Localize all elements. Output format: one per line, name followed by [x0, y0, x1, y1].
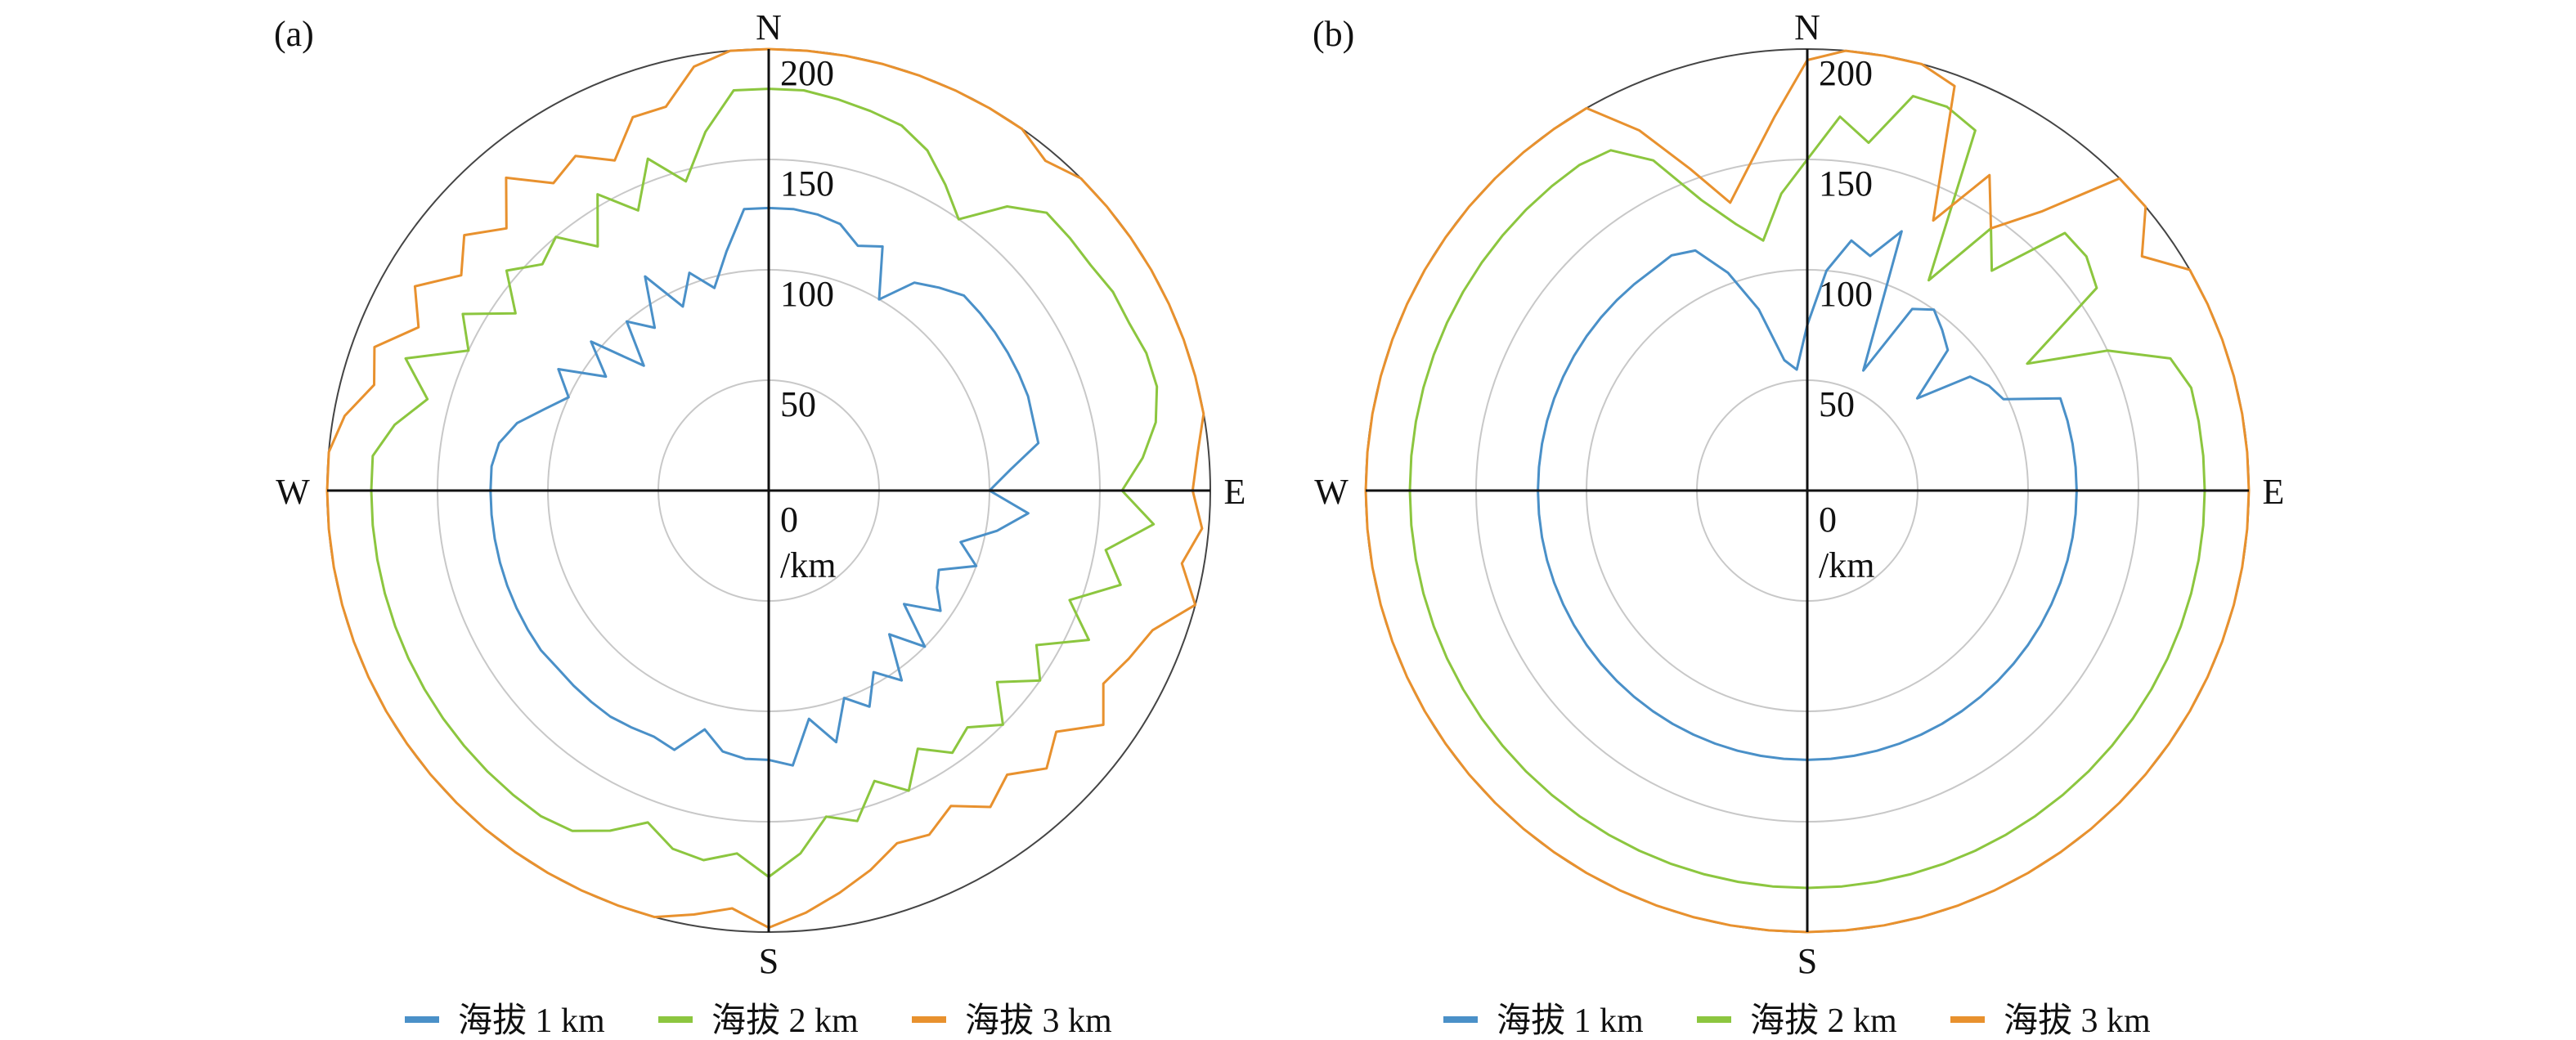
direction-label-w: W: [276, 472, 310, 512]
direction-label-w: W: [1314, 472, 1349, 512]
radial-tick-label: 100: [780, 274, 834, 314]
legend-label: 海拔 1 km: [458, 1002, 605, 1040]
radial-tick-label: 50: [780, 384, 816, 424]
radial-tick-label: 150: [780, 164, 834, 204]
panel-label: (b): [1313, 14, 1354, 54]
legend-swatch: [1697, 1016, 1731, 1023]
radial-unit-label: /km: [1819, 545, 1874, 585]
legend-label: 海拔 1 km: [1497, 1002, 1644, 1040]
direction-label-e: E: [2263, 472, 2285, 512]
radial-tick-label: 50: [1819, 384, 1855, 424]
radial-tick-label: 100: [1819, 274, 1873, 314]
direction-label-s: S: [759, 941, 779, 981]
radial-tick-label: 150: [1819, 164, 1873, 204]
direction-label-n: N: [756, 7, 782, 47]
legend-swatch: [912, 1016, 946, 1023]
legend-swatch: [1443, 1016, 1478, 1023]
legend-label: 海拔 2 km: [1750, 1002, 1897, 1040]
series-line-3km: [325, 47, 1205, 930]
legend-swatch: [658, 1016, 693, 1023]
direction-label-s: S: [1797, 941, 1817, 981]
radial-tick-label: 0: [1819, 500, 1837, 540]
polar-panel-a: N E S W 50 100 150 200 0/km (a) 海拔 1 km 海拔 2 km 海拔 3…: [274, 7, 1245, 1040]
legend-swatch: [405, 1016, 439, 1023]
polar-panel-b: N E S W 50 100 150 200 0/km (b) 海拔 1 km 海拔 2 km 海拔 3…: [1313, 7, 2284, 1040]
legend-label: 海拔 3 km: [965, 1002, 1112, 1040]
radial-unit-label: /km: [780, 545, 836, 585]
direction-label-e: E: [1224, 472, 1246, 512]
legend-label: 海拔 3 km: [2004, 1002, 2151, 1040]
direction-label-n: N: [1794, 7, 1820, 47]
radial-tick-label: 200: [780, 53, 834, 93]
series-line-1km: [489, 206, 1040, 767]
radial-tick-label: 0: [780, 500, 798, 540]
legend-label: 海拔 2 km: [711, 1002, 859, 1040]
panel-label: (a): [274, 14, 314, 54]
radial-tick-label: 200: [1819, 53, 1873, 93]
legend-swatch: [1950, 1016, 1985, 1023]
